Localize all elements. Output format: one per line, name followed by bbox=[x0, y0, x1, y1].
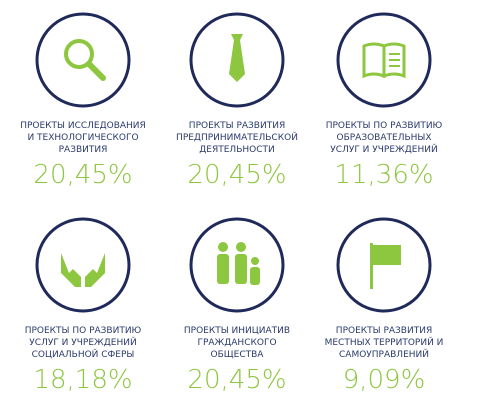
label-line: ПРОЕКТЫ ИССЛЕДОВАНИЯ bbox=[20, 121, 146, 131]
label-line: ПРОЕКТЫ РАЗВИТИЯ bbox=[188, 121, 286, 131]
item: ПРОЕКТЫ ИССЛЕДОВАНИЯ И ТЕХНОЛОГИЧЕСКОГО РА… bbox=[3, 10, 163, 190]
label-line: ПРОЕКТЫ РАЗВИТИЯ bbox=[335, 326, 433, 336]
label-line: ГРАЖДАНСКОГО bbox=[197, 338, 277, 348]
item: ПРОЕКТЫ РАЗВИТИЯ МЕСТНЫХ ТЕРРИТОРИЙ И САМО… bbox=[304, 215, 464, 395]
label-line: УСЛУГ И УЧРЕЖДЕНИЙ bbox=[330, 145, 438, 155]
label: ПРОЕКТЫ РАЗВИТИЯ МЕСТНЫХ ТЕРРИТОРИЙ И САМО… bbox=[304, 325, 464, 361]
icon bbox=[189, 217, 285, 313]
label-line: УСЛУГ И УЧРЕЖДЕНИЙ bbox=[29, 338, 137, 348]
label-line: ОБЩЕСТВА bbox=[210, 350, 264, 360]
label: ПРОЕКТЫ ИССЛЕДОВАНИЯ И ТЕХНОЛОГИЧЕСКОГО РА… bbox=[3, 120, 163, 156]
label: ПРОЕКТЫ ИНИЦИАТИВ ГРАЖДАНСКОГО ОБЩЕСТВА bbox=[157, 325, 317, 361]
label: ПРОЕКТЫ ПО РАЗВИТИЮ ОБРАЗОВАТЕЛЬНЫХ УСЛУГ … bbox=[304, 120, 464, 156]
percentage: 9,09% bbox=[342, 365, 426, 395]
label-line: МЕСТНЫХ ТЕРРИТОРИЙ И bbox=[324, 338, 444, 348]
item: ПРОЕКТЫ ИНИЦИАТИВ ГРАЖДАНСКОГО ОБЩЕСТВА 20,… bbox=[157, 215, 317, 395]
label-line: РАЗВИТИЯ bbox=[58, 145, 108, 155]
icon bbox=[35, 217, 131, 313]
label-line: САМОУПРАВЛЕНИЙ bbox=[339, 350, 429, 360]
label-line: ПРОЕКТЫ ИНИЦИАТИВ bbox=[183, 326, 291, 336]
label-line: ПРОЕКТЫ ПО РАЗВИТИЮ bbox=[325, 121, 443, 131]
percentage: 20,45% bbox=[33, 160, 133, 190]
percentage: 11,36% bbox=[334, 160, 434, 190]
label-line: И ТЕХНОЛОГИЧЕСКОГО bbox=[27, 133, 139, 143]
label-line: ОБРАЗОВАТЕЛЬНЫХ bbox=[336, 133, 432, 143]
percentage: 20,45% bbox=[187, 365, 287, 395]
percentage: 20,45% bbox=[187, 160, 287, 190]
icon bbox=[336, 217, 432, 313]
item: ПРОЕКТЫ ПО РАЗВИТИЮ ОБРАЗОВАТЕЛЬНЫХ УСЛУГ … bbox=[304, 10, 464, 190]
item: ПРОЕКТЫ ПО РАЗВИТИЮ УСЛУГ И УЧРЕЖДЕНИЙ СОЦ… bbox=[3, 215, 163, 395]
label-line: СОЦИАЛЬНОЙ СФЕРЫ bbox=[31, 350, 135, 360]
label-line: ПРЕДПРИНИМАТЕЛЬСКОЙ bbox=[176, 133, 298, 143]
icon bbox=[189, 12, 285, 108]
label: ПРОЕКТЫ РАЗВИТИЯ ПРЕДПРИНИМАТЕЛЬСКОЙ ДЕЯТЕ… bbox=[157, 120, 317, 156]
percentage: 18,18% bbox=[33, 365, 133, 395]
icon bbox=[336, 12, 432, 108]
label-line: ПРОЕКТЫ ПО РАЗВИТИЮ bbox=[24, 326, 142, 336]
label-line: ДЕЯТЕЛЬНОСТИ bbox=[199, 145, 275, 155]
item: ПРОЕКТЫ РАЗВИТИЯ ПРЕДПРИНИМАТЕЛЬСКОЙ ДЕЯТЕ… bbox=[157, 10, 317, 190]
label: ПРОЕКТЫ ПО РАЗВИТИЮ УСЛУГ И УЧРЕЖДЕНИЙ СОЦ… bbox=[3, 325, 163, 361]
icon bbox=[35, 12, 131, 108]
